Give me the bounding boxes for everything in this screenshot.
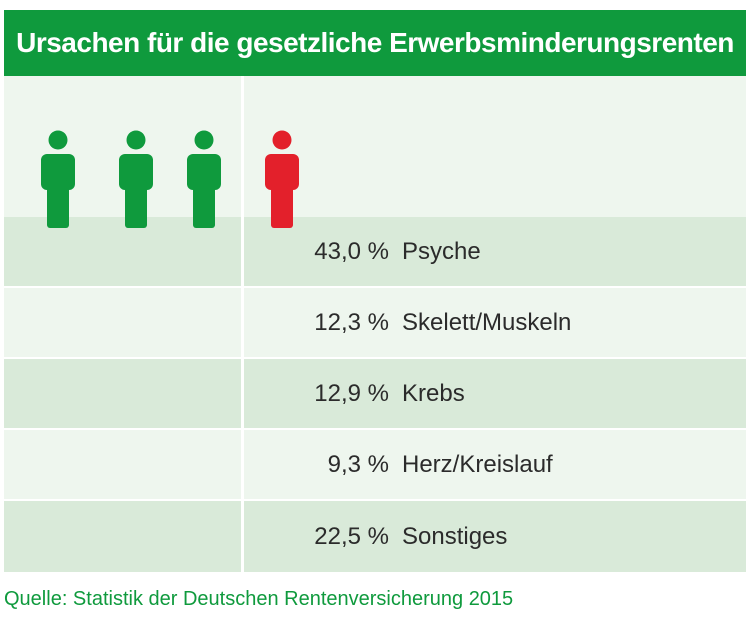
value-label: 12,9 %: [314, 379, 389, 407]
person-head: [48, 130, 68, 150]
person-icon: [38, 130, 78, 230]
chart-panel: 43,0 % Psyche 12,3 % Skelett/Muskeln 12,…: [4, 76, 746, 572]
category-label: Sonstiges: [402, 522, 508, 550]
category-label: Psyche: [402, 237, 481, 265]
person-legs: [125, 180, 147, 228]
person-figures: [4, 76, 746, 236]
value-label: 9,3 %: [327, 450, 389, 478]
data-table: 43,0 % Psyche 12,3 % Skelett/Muskeln 12,…: [4, 217, 746, 572]
person-head: [272, 130, 292, 150]
column-divider: [241, 76, 244, 572]
table-row-krebs: 12,9 % Krebs: [4, 359, 746, 430]
chart-header: Ursachen für die gesetzliche Erwerbsmind…: [4, 10, 746, 76]
person-head: [126, 130, 146, 150]
person-icon: [116, 130, 156, 230]
table-row-skelett-muskeln: 12,3 % Skelett/Muskeln: [4, 288, 746, 359]
person-legs: [271, 180, 293, 228]
category-label: Krebs: [402, 379, 465, 407]
category-label: Herz/Kreislauf: [402, 450, 553, 478]
source-note: Quelle: Statistik der Deutschen Rentenve…: [4, 588, 514, 610]
category-label: Skelett/Muskeln: [402, 308, 572, 336]
value-label: 43,0 %: [314, 237, 389, 265]
chart-title: Ursachen für die gesetzliche Erwerbsmind…: [16, 27, 734, 58]
table-row-sonstiges: 22,5 % Sonstiges: [4, 501, 746, 572]
person-legs: [47, 180, 69, 228]
person-legs: [193, 180, 215, 228]
value-label: 22,5 %: [314, 522, 389, 550]
person-icon: [184, 130, 224, 230]
table-row-psyche: 43,0 % Psyche: [4, 217, 746, 288]
value-label: 12,3 %: [314, 308, 389, 336]
person-icon: [262, 130, 302, 230]
person-head: [194, 130, 214, 150]
table-row-herz-kreislauf: 9,3 % Herz/Kreislauf: [4, 430, 746, 501]
